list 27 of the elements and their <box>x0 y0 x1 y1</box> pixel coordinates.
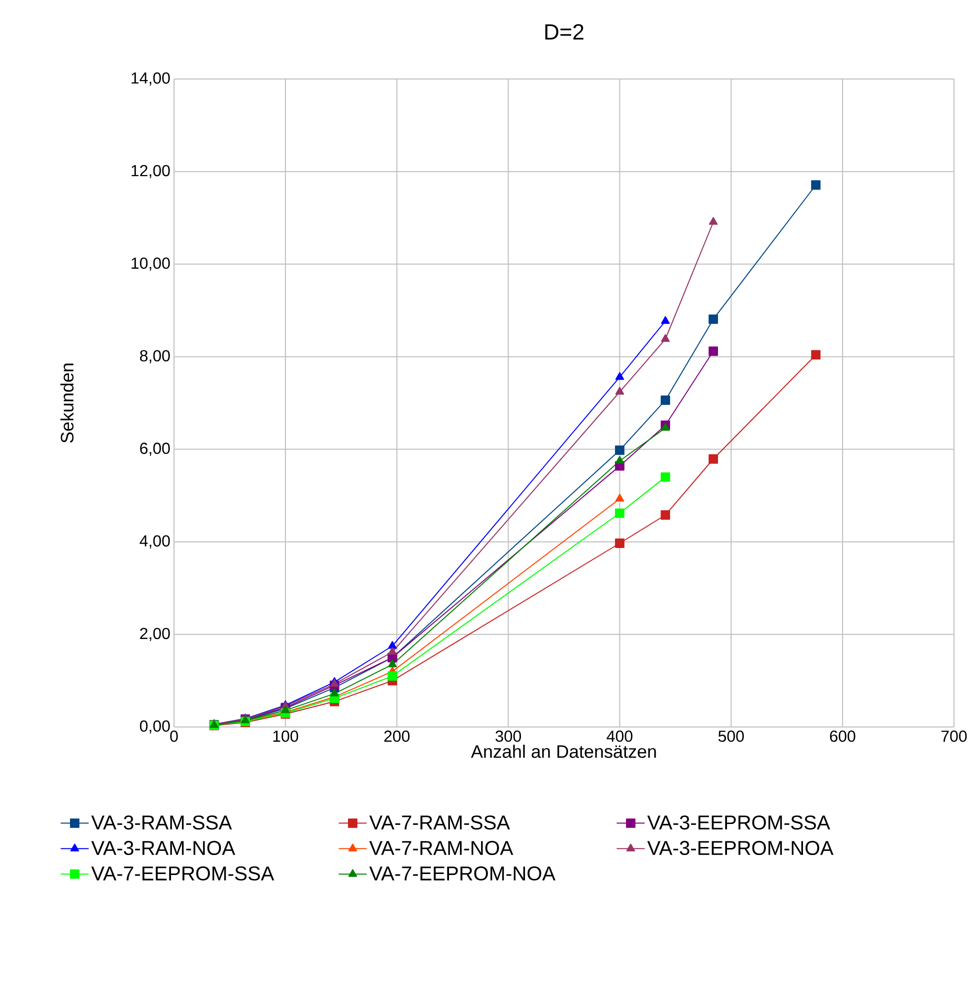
x-tick-label: 0 <box>170 730 178 742</box>
y-tick-label: 2,00 <box>140 628 170 642</box>
y-tick-label: 10,00 <box>132 258 170 271</box>
x-tick-label: 600 <box>830 730 856 742</box>
legend-label: VA-7-EEPROM-SSA <box>91 866 274 881</box>
x-tick-label: 500 <box>718 730 744 742</box>
legend-label: VA-3-EEPROM-SSA <box>647 815 830 830</box>
legend-label: VA-3-EEPROM-NOA <box>647 840 834 856</box>
x-tick-label: 100 <box>273 730 298 742</box>
y-axis-title: Sekunden <box>60 364 74 443</box>
x-tick-label: 200 <box>384 730 410 742</box>
y-tick-label: 0,00 <box>140 720 170 734</box>
chart-title: D=2 <box>545 24 584 40</box>
x-axis-title: Anzahl an Datensätzen <box>470 744 656 758</box>
legend-label: VA-7-EEPROM-NOA <box>369 866 556 881</box>
y-tick-label: 8,00 <box>140 350 170 364</box>
legend-label: VA-3-RAM-SSA <box>91 815 232 830</box>
y-tick-label: 6,00 <box>140 442 170 456</box>
y-tick-label: 14,00 <box>132 72 170 86</box>
legend-label: VA-3-RAM-NOA <box>91 840 236 856</box>
x-tick-label: 300 <box>496 730 521 742</box>
legend-label: VA-7-RAM-SSA <box>369 815 510 830</box>
x-tick-label: 700 <box>941 730 967 742</box>
y-tick-label: 4,00 <box>140 535 170 548</box>
y-tick-label: 12,00 <box>132 164 170 178</box>
legend-label: VA-7-RAM-NOA <box>369 840 514 856</box>
x-tick-label: 400 <box>606 730 632 742</box>
